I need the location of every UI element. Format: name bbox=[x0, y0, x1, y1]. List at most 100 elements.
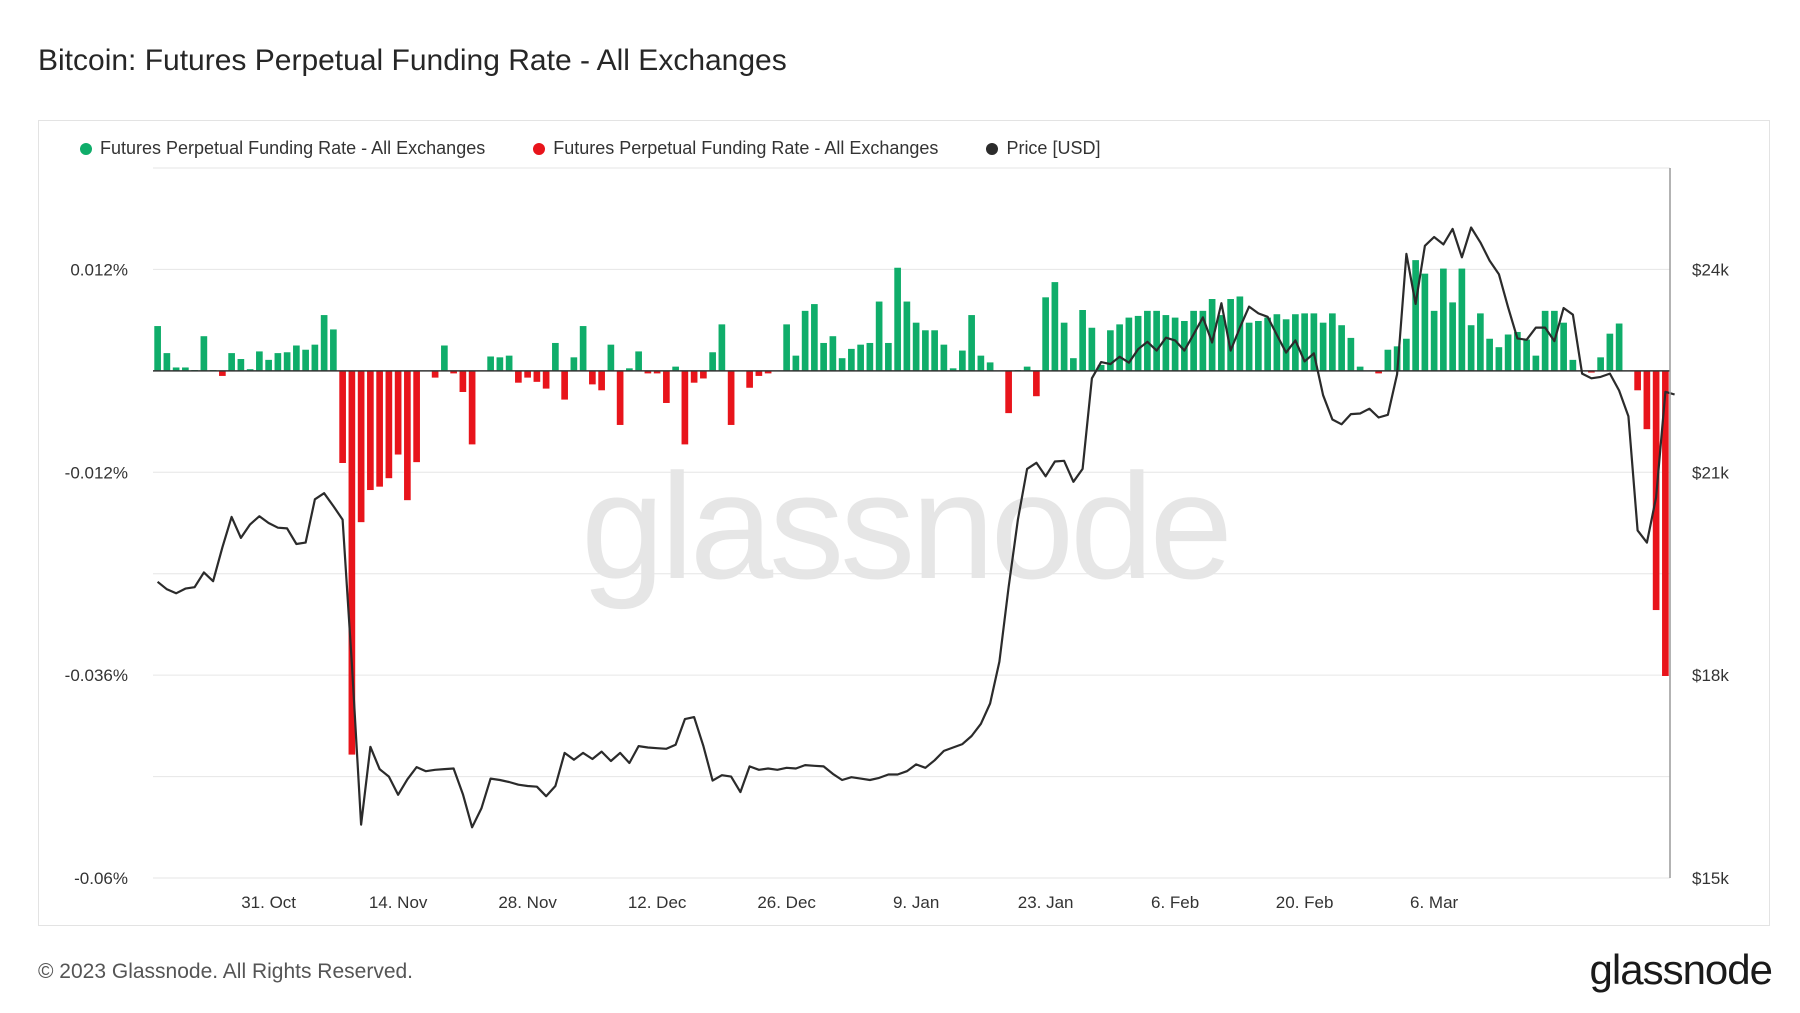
funding-bar bbox=[838, 358, 846, 371]
funding-bar bbox=[1421, 273, 1429, 371]
funding-bar bbox=[922, 330, 929, 371]
y-left-tick-label: 0.012% bbox=[70, 260, 128, 279]
funding-bar bbox=[718, 324, 726, 371]
funding-bar bbox=[265, 359, 272, 371]
funding-bar bbox=[589, 370, 596, 385]
funding-bar bbox=[1116, 324, 1123, 371]
funding-bar bbox=[200, 336, 208, 371]
x-tick-label: 23. Jan bbox=[1018, 893, 1074, 912]
funding-bar bbox=[1514, 331, 1521, 371]
funding-bar bbox=[1347, 337, 1355, 371]
x-tick-label: 28. Nov bbox=[498, 893, 557, 912]
funding-bar bbox=[330, 329, 337, 371]
funding-bar bbox=[848, 348, 855, 371]
funding-bar bbox=[977, 355, 985, 371]
funding-bar bbox=[616, 370, 624, 425]
funding-bar bbox=[1412, 260, 1419, 371]
legend-label: Price [USD] bbox=[1006, 138, 1101, 158]
funding-bar bbox=[570, 357, 578, 371]
funding-bar bbox=[949, 368, 957, 371]
funding-bar bbox=[1097, 364, 1105, 371]
funding-bar bbox=[1486, 338, 1493, 371]
funding-bar bbox=[182, 367, 189, 371]
y-left-tick-label: -0.06% bbox=[74, 869, 128, 888]
funding-bar bbox=[1218, 315, 1225, 371]
funding-bar bbox=[727, 370, 735, 425]
funding-bar bbox=[293, 345, 300, 371]
funding-bar bbox=[246, 369, 254, 371]
funding-bar bbox=[1449, 302, 1456, 371]
funding-bar bbox=[505, 355, 513, 371]
funding-bar bbox=[1467, 325, 1475, 371]
y-right-tick-label: $21k bbox=[1692, 463, 1729, 482]
funding-bar bbox=[1643, 370, 1651, 430]
funding-bar bbox=[1597, 357, 1604, 371]
funding-bar bbox=[1634, 370, 1641, 391]
legend-dot-black bbox=[986, 142, 999, 155]
funding-bar bbox=[274, 353, 282, 371]
x-tick-label: 26. Dec bbox=[757, 893, 816, 912]
funding-bar bbox=[154, 326, 161, 371]
funding-bar bbox=[311, 344, 319, 371]
legend: Futures Perpetual Funding Rate - All Exc… bbox=[80, 138, 1100, 159]
funding-bar bbox=[1495, 347, 1503, 371]
funding-bar bbox=[579, 326, 587, 371]
funding-bar bbox=[783, 324, 790, 371]
funding-bar bbox=[1190, 310, 1197, 371]
funding-bar bbox=[283, 352, 291, 371]
funding-bar bbox=[746, 370, 753, 388]
funding-bar bbox=[413, 370, 420, 463]
funding-bar bbox=[1662, 370, 1669, 676]
legend-item-price[interactable]: Price [USD] bbox=[986, 138, 1100, 159]
funding-bar bbox=[681, 370, 689, 445]
legend-item-funding-negative[interactable]: Futures Perpetual Funding Rate - All Exc… bbox=[533, 138, 938, 159]
funding-bar bbox=[394, 370, 402, 455]
funding-bar bbox=[1023, 366, 1031, 371]
y-right-tick-label: $15k bbox=[1692, 869, 1729, 888]
funding-bar bbox=[237, 359, 245, 371]
funding-bar bbox=[607, 344, 615, 371]
brand-logo[interactable]: glassnode bbox=[1589, 946, 1773, 993]
funding-bar bbox=[1273, 314, 1281, 371]
funding-bar bbox=[1403, 338, 1410, 371]
funding-bar bbox=[1384, 349, 1392, 371]
funding-bar bbox=[820, 342, 827, 371]
funding-bar bbox=[1070, 358, 1077, 371]
funding-bar bbox=[515, 370, 522, 383]
funding-bar bbox=[441, 345, 448, 371]
funding-bar bbox=[672, 366, 679, 371]
y-right-tick-label: $18k bbox=[1692, 666, 1729, 685]
funding-bar bbox=[431, 370, 439, 378]
legend-label: Futures Perpetual Funding Rate - All Exc… bbox=[100, 138, 486, 158]
copyright: © 2023 Glassnode. All Rights Reserved. bbox=[38, 960, 414, 983]
funding-bar bbox=[755, 370, 763, 376]
watermark: glassnode bbox=[581, 442, 1229, 610]
funding-bar bbox=[1301, 313, 1308, 371]
funding-bar bbox=[866, 342, 874, 371]
funding-bar bbox=[986, 362, 994, 371]
funding-bar bbox=[1051, 282, 1059, 371]
funding-bar bbox=[163, 353, 171, 371]
funding-bar bbox=[1458, 268, 1466, 371]
funding-bar bbox=[524, 370, 531, 378]
funding-bar bbox=[903, 301, 911, 371]
funding-bar bbox=[496, 357, 504, 371]
x-tick-label: 6. Feb bbox=[1151, 893, 1199, 912]
funding-bar bbox=[1393, 346, 1401, 371]
funding-bar bbox=[635, 351, 642, 371]
funding-bar bbox=[1153, 310, 1160, 371]
funding-bar bbox=[1060, 322, 1068, 371]
funding-bar bbox=[700, 370, 707, 379]
funding-bar bbox=[1310, 313, 1318, 371]
funding-bar bbox=[885, 342, 892, 371]
chart-frame bbox=[38, 120, 1770, 926]
funding-bar bbox=[1356, 366, 1364, 371]
funding-bar bbox=[1227, 299, 1234, 371]
funding-bar bbox=[968, 315, 975, 371]
funding-bar bbox=[1171, 317, 1179, 371]
legend-item-funding-positive[interactable]: Futures Perpetual Funding Rate - All Exc… bbox=[80, 138, 485, 159]
funding-bar bbox=[376, 370, 383, 487]
funding-bar bbox=[940, 344, 948, 371]
funding-bar bbox=[1005, 370, 1012, 414]
